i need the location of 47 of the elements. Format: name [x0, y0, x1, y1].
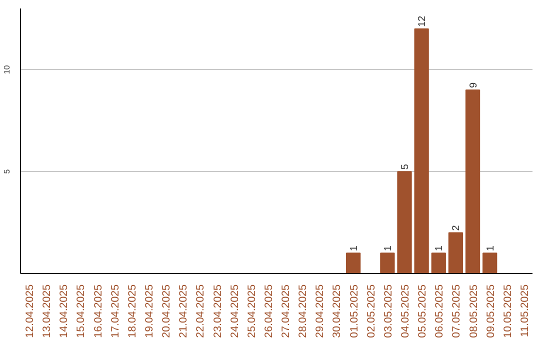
x-tick-label: 19.04.2025: [144, 284, 156, 338]
x-tick-label: 29.04.2025: [314, 284, 326, 338]
data-label: 2: [451, 224, 462, 231]
bar: [448, 232, 464, 274]
x-tick-label: 15.04.2025: [75, 284, 88, 338]
x-tick-label: 18.04.2025: [126, 284, 138, 338]
x-tick-label: 04.05.2025: [400, 284, 412, 338]
y-tick-label: 10: [2, 64, 12, 74]
x-tick-label: 17.04.2025: [109, 284, 122, 338]
x-tick-label: 14.04.2025: [58, 284, 70, 338]
bar: [431, 252, 446, 274]
x-tick-label: 13.04.2025: [41, 284, 54, 338]
x-tick-label: 23.04.2025: [212, 284, 224, 338]
x-tick-label: 11.05.2025: [518, 284, 531, 338]
bar: [414, 28, 429, 274]
x-tick-label: 09.05.2025: [484, 284, 497, 338]
x-tick-label: 12.04.2025: [24, 284, 36, 338]
x-tick-label: 24.04.2025: [228, 284, 241, 338]
x-tick-label: 05.05.2025: [416, 284, 429, 338]
x-tick-label: 20.04.2025: [160, 284, 173, 338]
x-tick-label: 26.04.2025: [262, 284, 275, 338]
data-label: 5: [400, 164, 411, 170]
x-tick-label: 02.05.2025: [365, 284, 378, 338]
data-label: 12: [417, 15, 428, 27]
bar: [397, 171, 412, 274]
x-tick-label: 07.05.2025: [450, 284, 463, 338]
bar: [482, 252, 498, 274]
data-label: 1: [485, 245, 496, 252]
x-tick-label: 10.05.2025: [502, 284, 514, 338]
x-tick-label: 22.04.2025: [194, 284, 207, 338]
data-label: 1: [348, 245, 360, 252]
data-label: 1: [434, 245, 446, 252]
x-tick-label: 06.05.2025: [434, 284, 446, 338]
data-label: 1: [382, 245, 394, 252]
bar: [346, 252, 361, 274]
x-tick-label: 03.05.2025: [382, 284, 394, 338]
x-tick-label: 30.04.2025: [331, 284, 344, 338]
x-tick-label: 16.04.2025: [92, 284, 104, 338]
x-tick-label: 01.05.2025: [348, 284, 360, 338]
data-label: 9: [468, 82, 480, 88]
x-tick-label: 08.05.2025: [468, 284, 480, 338]
x-tick-label: 21.04.2025: [178, 284, 190, 338]
bar: [465, 90, 480, 274]
bar: [380, 252, 395, 274]
x-tick-label: 25.04.2025: [246, 284, 258, 338]
x-tick-label: 27.04.2025: [280, 284, 292, 338]
x-tick-label: 28.04.2025: [297, 284, 310, 338]
